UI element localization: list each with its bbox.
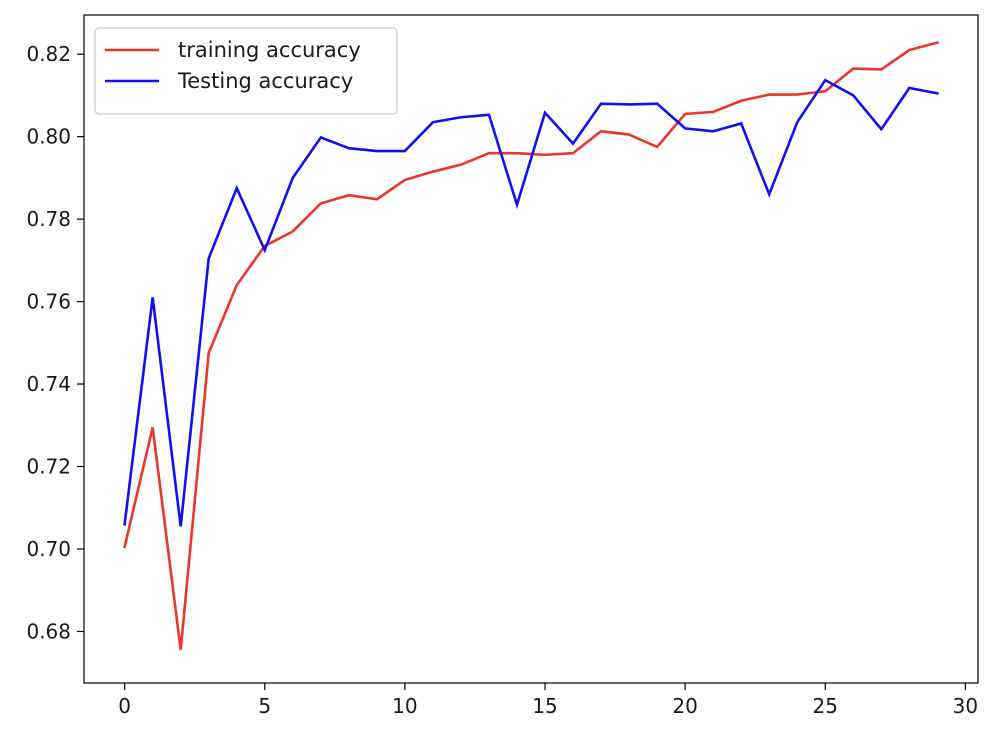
x-tick-label: 30 bbox=[953, 694, 978, 718]
y-tick-label: 0.74 bbox=[26, 372, 71, 396]
y-tick-label: 0.76 bbox=[26, 290, 71, 314]
y-tick-label: 0.82 bbox=[26, 42, 71, 66]
x-tick-label: 20 bbox=[672, 694, 697, 718]
y-tick-label: 0.68 bbox=[26, 619, 71, 643]
legend-label-2: Testing accuracy bbox=[177, 69, 353, 93]
x-tick-label: 0 bbox=[118, 694, 131, 718]
y-tick-label: 0.78 bbox=[26, 207, 71, 231]
legend: training accuracy Testing accuracy bbox=[95, 28, 397, 114]
y-tick-label: 0.80 bbox=[26, 125, 71, 149]
x-tick-label: 15 bbox=[532, 694, 557, 718]
x-tick-label: 25 bbox=[813, 694, 838, 718]
legend-label-1: training accuracy bbox=[178, 38, 361, 62]
x-tick-label: 10 bbox=[392, 694, 417, 718]
y-tick-label: 0.70 bbox=[26, 537, 71, 561]
x-tick-label: 5 bbox=[258, 694, 271, 718]
y-tick-label: 0.72 bbox=[26, 455, 71, 479]
